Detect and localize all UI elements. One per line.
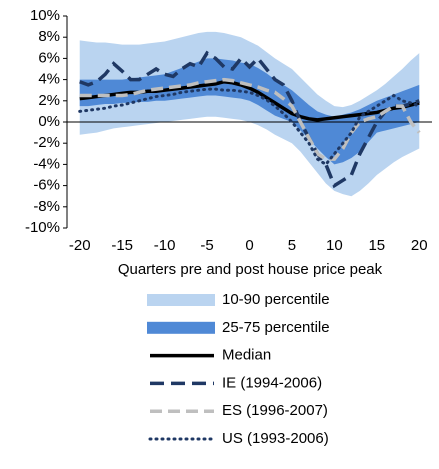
series-line — [79, 50, 420, 189]
legend-label: ES (1996-2007) — [222, 402, 328, 419]
legend-label: 25-75 percentile — [222, 319, 330, 336]
x-tick-label: 20 — [411, 237, 428, 254]
y-tick-label: -6% — [33, 177, 60, 194]
band-area — [79, 58, 420, 165]
y-tick-label: -8% — [33, 198, 60, 215]
legend-swatch — [147, 321, 215, 334]
x-axis-label: Quarters pre and post house price peak — [118, 261, 383, 278]
x-tick-label: 10 — [326, 237, 343, 254]
y-tick-label: 0% — [38, 113, 60, 130]
y-tick-label: 4% — [38, 71, 60, 88]
legend-label: IE (1994-2006) — [222, 374, 322, 391]
y-tick-label: -10% — [25, 219, 60, 236]
y-tick-label: 6% — [38, 49, 60, 66]
legend-label: 10-90 percentile — [222, 291, 330, 308]
legend-label: Median — [222, 347, 271, 364]
y-tick-label: 10% — [30, 7, 60, 24]
y-tick-label: 8% — [38, 28, 60, 45]
x-tick-label: -10 — [154, 237, 176, 254]
x-tick-label: 0 — [245, 237, 253, 254]
legend-label: US (1993-2006) — [222, 430, 329, 447]
x-tick-label: 15 — [368, 237, 385, 254]
x-tick-label: -15 — [111, 237, 133, 254]
y-tick-label: -4% — [33, 155, 60, 172]
y-tick-label: 2% — [38, 92, 60, 109]
x-tick-label: 5 — [288, 237, 296, 254]
series-line — [79, 77, 421, 161]
series-line — [78, 87, 421, 167]
x-tick-label: -20 — [69, 237, 91, 254]
y-tick-label: -2% — [33, 134, 60, 151]
x-tick-label: -5 — [200, 237, 213, 254]
legend-swatch — [147, 294, 215, 306]
